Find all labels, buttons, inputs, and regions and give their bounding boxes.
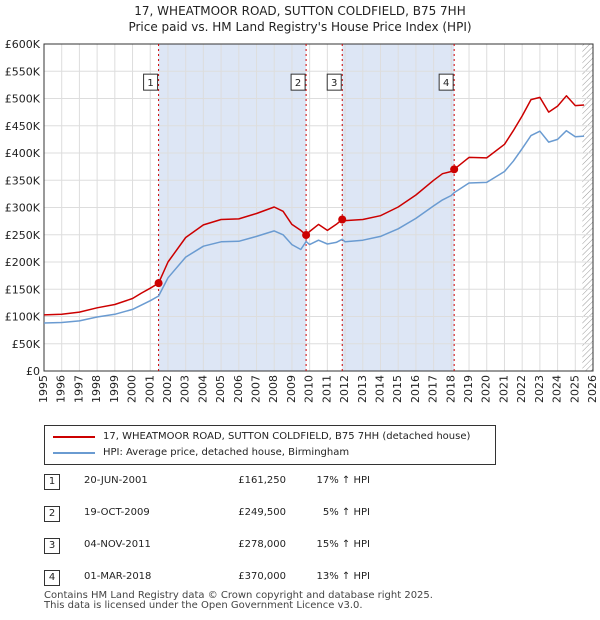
sale-hpi-change: 13% ↑ HPI [316,571,370,582]
x-tick-label: 2012 [338,375,351,403]
sale-label-text: 2 [295,78,301,89]
sale-number: 4 [44,570,60,586]
sale-row: 1 20-JUN-2001 £161,250 17% ↑ HPI [44,472,464,504]
x-tick-label: 2016 [409,375,422,403]
x-tick-label: 2011 [320,375,333,403]
x-tick-label: 2023 [533,375,546,403]
legend: 17, WHEATMOOR ROAD, SUTTON COLDFIELD, B7… [44,425,496,465]
sale-number: 2 [44,506,60,522]
sale-date: 01-MAR-2018 [84,571,152,582]
x-tick-label: 2010 [303,375,316,403]
y-tick-label: £150K [5,283,41,296]
x-tick-label: 2017 [427,375,440,403]
footer-line-2: This data is licensed under the Open Gov… [44,600,363,611]
gridlines [43,43,594,372]
x-tick-label: 1995 [37,375,50,403]
y-tick-label: £400K [5,147,41,160]
sale-number: 1 [44,474,60,490]
sale-label-box [143,73,159,91]
sale-date: 20-JUN-2001 [84,475,148,486]
x-tick-label: 2015 [391,375,404,403]
x-tick-label: 2021 [497,375,510,403]
sale-label-text: 1 [147,78,153,89]
x-tick-label: 2005 [214,375,227,403]
sale-row: 3 04-NOV-2011 £278,000 15% ↑ HPI [44,536,464,568]
x-tick-label: 2014 [373,375,386,403]
sale-date: 19-OCT-2009 [84,507,150,518]
x-tick-label: 2013 [356,375,369,403]
sale-point [154,279,163,288]
sale-price: £278,000 [238,539,286,550]
x-tick-label: 2020 [480,375,493,403]
x-tick-label: 2008 [267,375,280,403]
x-axis-ticks: 1995 1996 1997 1998 1999 2000 2001 2002 2003 2004… [37,375,599,403]
y-tick-label: £250K [5,229,41,242]
x-tick-label: 2000 [126,375,139,403]
legend-label-property: 17, WHEATMOOR ROAD, SUTTON COLDFIELD, B7… [103,431,471,442]
sale-label-text: 3 [331,78,337,89]
sale-point [450,165,459,174]
title-line-1: 17, WHEATMOOR ROAD, SUTTON COLDFIELD, B7… [134,4,466,18]
plot-frame [43,43,594,372]
x-tick-label: 2025 [568,375,581,403]
sale-point [302,231,311,240]
sale-row: 4 01-MAR-2018 £370,000 13% ↑ HPI [44,568,464,600]
title-line-2: Price paid vs. HM Land Registry's House … [128,20,472,34]
sale-hpi-change: 17% ↑ HPI [316,475,370,486]
legend-label-hpi: HPI: Average price, detached house, Birm… [103,447,350,458]
sale-row: 2 19-OCT-2009 £249,500 5% ↑ HPI [44,504,464,536]
x-tick-label: 2004 [196,375,209,403]
sale-label-box [438,73,454,91]
y-tick-label: £450K [5,120,41,133]
sale-number: 3 [44,538,60,554]
sale-price: £161,250 [238,475,286,486]
y-tick-label: £200K [5,256,41,269]
x-tick-label: 1996 [55,375,68,403]
x-tick-label: 2009 [285,375,298,403]
sale-point [338,215,347,224]
sale-markers: 1 2 3 4 [143,73,459,288]
price-chart: 1 2 3 4 £0 £50K £100K £150K £200K £250K £300K £350… [5,38,599,403]
hpi-line [44,129,585,324]
legend-swatch-property [53,436,95,438]
y-axis-ticks: £0 £50K £100K £150K £200K £250K £300K £350K £400… [5,38,41,378]
sale-price: £249,500 [238,507,286,518]
sale-label-text: 4 [443,78,449,89]
sale-hpi-change: 15% ↑ HPI [316,539,370,550]
sales-table: 1 20-JUN-2001 £161,250 17% ↑ HPI 2 19-OC… [44,472,464,600]
sale-date: 04-NOV-2011 [84,539,151,550]
x-tick-label: 1997 [72,375,85,403]
x-tick-label: 2026 [586,375,599,403]
series-lines [44,95,585,324]
property-price-line [44,95,585,316]
chart-title: 17, WHEATMOOR ROAD, SUTTON COLDFIELD, B7… [0,3,600,35]
x-tick-label: 1998 [90,375,103,403]
y-tick-label: £0 [26,365,40,378]
footer-line-1: Contains HM Land Registry data © Crown c… [44,590,433,601]
x-tick-label: 2019 [462,375,475,403]
x-tick-label: 2002 [161,375,174,403]
y-tick-label: £300K [5,202,41,215]
x-tick-label: 2007 [250,375,263,403]
x-tick-label: 2003 [179,375,192,403]
x-tick-label: 2018 [444,375,457,403]
y-tick-label: £50K [12,338,41,351]
x-tick-label: 2006 [232,375,245,403]
footer-attribution: Contains HM Land Registry data © Crown c… [44,591,433,611]
x-tick-label: 2024 [551,375,564,403]
sale-price: £370,000 [238,571,286,582]
x-tick-label: 2001 [143,375,156,403]
sale-label-box [290,73,306,91]
y-tick-label: £500K [5,93,41,106]
y-tick-label: £550K [5,65,41,78]
legend-swatch-hpi [53,452,95,454]
sale-hpi-change: 5% ↑ HPI [322,507,370,518]
y-tick-label: £100K [5,311,41,324]
y-tick-label: £600K [5,38,41,51]
sale-label-box [326,73,342,91]
x-tick-label: 1999 [108,375,121,403]
x-tick-label: 2022 [515,375,528,403]
y-tick-label: £350K [5,174,41,187]
